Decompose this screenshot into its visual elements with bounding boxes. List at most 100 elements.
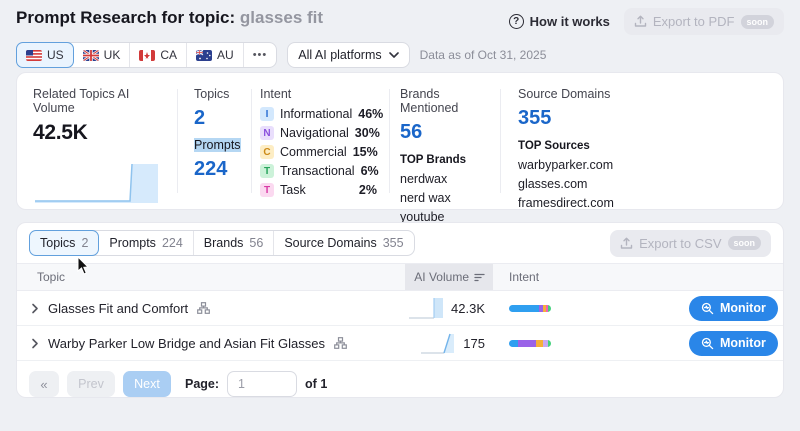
question-circle-icon: ? <box>508 14 524 29</box>
divider <box>177 89 178 193</box>
page-title-prefix: Prompt Research for topic: <box>16 8 236 27</box>
intent-pct: 46% <box>358 107 384 121</box>
intent-item: C Commercial 15% <box>260 145 389 159</box>
first-page-button[interactable]: « <box>29 371 59 397</box>
how-it-works-label: How it works <box>529 14 610 29</box>
ai-volume-cell: 175 <box>405 330 493 356</box>
intent-item: T Task 2% <box>260 183 389 197</box>
country-more-button[interactable]: ••• <box>244 43 277 67</box>
country-label-au: AU <box>217 48 234 62</box>
au-flag-icon <box>196 49 213 61</box>
related-volume-value: 42.5K <box>33 121 88 144</box>
topics-label: Topics <box>194 87 230 101</box>
sitemap-icon <box>334 337 347 349</box>
tab-label: Brands <box>203 236 244 250</box>
tab-prompts[interactable]: Prompts 224 <box>99 231 194 255</box>
soon-badge: soon <box>740 14 774 29</box>
table-header: Topic AI Volume Intent <box>17 263 783 291</box>
brands-label: Brands Mentioned <box>400 87 459 115</box>
top-brand: nerd wax <box>400 191 451 205</box>
tab-brands[interactable]: Brands 56 <box>194 231 275 255</box>
top-brand: youtube <box>400 210 445 224</box>
actions-cell: Monitor <box>653 295 783 321</box>
prompts-label: Prompts <box>194 138 241 152</box>
double-chevron-left-icon: « <box>40 376 48 392</box>
export-pdf-button[interactable]: Export to PDF soon <box>623 8 784 35</box>
stats-card: Related Topics AI Volume 42.5K Topics 2 … <box>16 72 784 224</box>
intent-cell <box>493 339 653 347</box>
brands-value: 56 <box>400 121 423 143</box>
sort-descending-icon <box>474 273 485 281</box>
tab-count: 2 <box>81 236 89 250</box>
soon-badge: soon <box>727 236 761 250</box>
top-source: glasses.com <box>518 177 588 191</box>
monitor-button[interactable]: Monitor <box>689 295 778 321</box>
brands-section: Brands Mentioned 56 TOP Brands nerdwax n… <box>390 87 500 224</box>
ai-volume-cell: 42.3K <box>405 295 493 321</box>
chevron-right-icon[interactable] <box>31 303 39 314</box>
sources-value: 355 <box>518 107 552 129</box>
page-label: Page: <box>185 377 220 391</box>
upload-icon <box>620 237 633 249</box>
intent-pct: 30% <box>354 126 380 140</box>
intent-pct: 15% <box>352 145 378 159</box>
platform-select[interactable]: All AI platforms <box>287 42 410 68</box>
intent-section: Intent I Informational 46% N Navigationa… <box>252 87 389 197</box>
next-page-button[interactable]: Next <box>123 371 171 397</box>
prev-page-button[interactable]: Prev <box>67 371 115 397</box>
how-it-works-link[interactable]: ? How it works <box>508 14 610 29</box>
intent-pct: 6% <box>360 164 379 178</box>
top-source: framesdirect.com <box>518 196 614 210</box>
us-flag-icon <box>26 49 42 61</box>
topic-name: Glasses Fit and Comfort <box>48 300 189 316</box>
divider <box>389 89 390 193</box>
topic-cell: Warby Parker Low Bridge and Asian Fit Gl… <box>17 336 405 351</box>
monitor-button[interactable]: Monitor <box>689 330 778 356</box>
intent-name: Informational <box>280 107 353 121</box>
intent-distribution-bar <box>509 304 551 312</box>
page-of-label: of 1 <box>305 377 328 391</box>
topic-name: Warby Parker Low Bridge and Asian Fit Gl… <box>48 335 325 351</box>
intent-name: Navigational <box>280 126 349 140</box>
tab-label: Prompts <box>109 236 156 250</box>
chevron-right-icon[interactable] <box>31 338 39 349</box>
tab-source-domains[interactable]: Source Domains 355 <box>274 231 413 255</box>
table-row[interactable]: Glasses Fit and Comfort 42.3K Monitor <box>17 291 783 326</box>
topic-cell: Glasses Fit and Comfort <box>17 301 405 316</box>
intent-name: Transactional <box>280 164 355 178</box>
ai-volume-value: 42.3K <box>451 300 485 316</box>
ca-flag-icon <box>139 49 156 61</box>
country-tab-ca[interactable]: CA <box>130 43 188 67</box>
tab-label: Source Domains <box>284 236 377 250</box>
monitor-label: Monitor <box>720 301 766 315</box>
sitemap-icon <box>197 302 211 314</box>
topics-prompts-section: Topics 2 Prompts 224 <box>178 87 251 195</box>
export-csv-label: Export to CSV <box>639 235 722 251</box>
actions-column-header <box>653 264 783 290</box>
intent-column-header: Intent <box>509 270 540 284</box>
volume-sparkline <box>409 298 444 319</box>
ai-volume-header-label: AI Volume <box>414 270 469 284</box>
volume-sparkline <box>421 333 455 354</box>
country-label-us: US <box>47 48 64 62</box>
topic-column-header: Topic <box>37 270 66 284</box>
controls-row: US UK CA AU ••• All AI platforms Data as… <box>0 35 800 68</box>
ai-volume-column-header[interactable]: AI Volume <box>405 264 493 290</box>
country-tab-uk[interactable]: UK <box>74 43 131 67</box>
intent-label: Intent <box>260 87 292 101</box>
intent-item: T Transactional 6% <box>260 164 389 178</box>
country-tab-au[interactable]: AU <box>187 43 244 67</box>
export-csv-button[interactable]: Export to CSV soon <box>610 229 771 257</box>
top-brand: nerdwax <box>400 172 448 186</box>
intent-cell <box>493 304 653 312</box>
navigational-badge-icon: N <box>260 126 274 140</box>
tab-topics[interactable]: Topics 2 <box>29 230 100 256</box>
page-number-input[interactable] <box>227 371 298 397</box>
country-label-uk: UK <box>103 48 121 62</box>
table-row[interactable]: Warby Parker Low Bridge and Asian Fit Gl… <box>17 326 783 361</box>
related-volume-label: Related Topics AI Volume <box>33 87 130 115</box>
sources-section: Source Domains 355 TOP Sources warbypark… <box>501 87 783 210</box>
ai-volume-value: 175 <box>463 335 485 351</box>
country-tab-us[interactable]: US <box>16 42 74 68</box>
